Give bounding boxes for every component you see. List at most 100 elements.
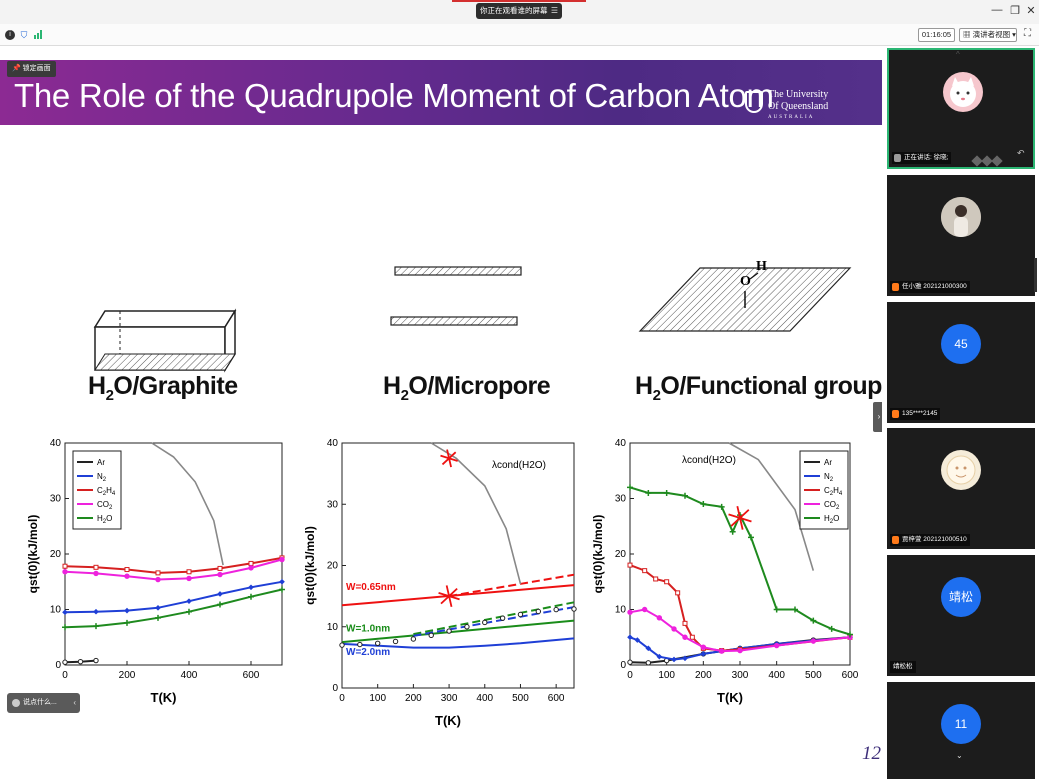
data-point (186, 598, 192, 605)
legend-label: N2 (824, 472, 834, 483)
data-point (737, 647, 743, 654)
screen-share-banner[interactable]: 你正在观看谁的屏幕 ☰ (476, 3, 562, 19)
x-tick-label: 100 (658, 670, 675, 681)
participant-name: 靖松松 (890, 661, 916, 673)
participant-tile[interactable]: 任小雅 202121000300 (887, 175, 1035, 296)
x-axis-label: T(K) (151, 690, 177, 705)
data-point (124, 573, 130, 579)
y-axis-label: qst(0)(kJ/mol) (591, 515, 605, 594)
lambda-annotation: λcond(H2O) (682, 455, 736, 466)
series-line (448, 573, 575, 598)
graphite-box-diagram (93, 308, 237, 373)
window-title-bar: 你正在观看谁的屏幕 ☰ — ❐ ✕ (0, 0, 1039, 24)
data-point (748, 534, 754, 541)
data-point (664, 579, 670, 585)
data-point (535, 608, 542, 615)
series-line (413, 601, 575, 636)
data-point (517, 611, 524, 618)
data-point (656, 653, 663, 660)
legend-label: CO2 (824, 500, 840, 511)
participant-tile[interactable]: 11 (887, 682, 1035, 779)
data-point (62, 624, 68, 631)
data-point (428, 632, 434, 639)
data-point (374, 640, 381, 646)
fullscreen-icon[interactable]: ⛶ (1024, 28, 1031, 39)
data-point (217, 591, 223, 597)
participant-tile[interactable]: 45 135****2145 (887, 302, 1035, 423)
meeting-toolbar: i ⛉ 01:16:05 ▦ 演讲者视图 ▾ ⛶ (0, 24, 1039, 46)
x-tick-label: 200 (405, 693, 422, 704)
chat-placeholder: 说点什么... (23, 699, 57, 706)
chat-input-toggle[interactable]: 说点什么... ‹ (7, 693, 80, 713)
data-point (682, 634, 688, 640)
slide-title: The Role of the Quadrupole Moment of Car… (14, 77, 774, 114)
data-point (671, 656, 677, 663)
series-line (341, 584, 575, 607)
chevron-left-icon[interactable]: ‹ (73, 698, 76, 707)
data-point (410, 636, 417, 642)
uq-crest-logo (745, 91, 763, 113)
reply-icon[interactable]: ↶ (1017, 148, 1025, 158)
data-point (155, 614, 161, 621)
uq-logo-country: AUSTRALIA (768, 115, 815, 120)
x-tick-label: 300 (441, 693, 458, 704)
speaking-indicator (971, 152, 1013, 167)
width-annotation: W=0.65nm (346, 582, 396, 593)
legend-label: CO2 (97, 500, 113, 511)
shield-icon[interactable]: ⛉ (20, 30, 28, 40)
data-point (279, 556, 285, 563)
close-button[interactable]: ✕ (1026, 5, 1036, 17)
series-line (64, 558, 283, 581)
expand-icon[interactable]: ☰ (550, 6, 558, 15)
pin-icon: 📌 (12, 65, 23, 72)
data-point (124, 607, 130, 614)
data-point (663, 489, 670, 496)
data-point (464, 624, 470, 630)
y-tick-label: 0 (55, 660, 61, 671)
x-tick-label: 600 (243, 670, 260, 681)
data-point (645, 489, 652, 496)
panel-label-functional-group: H2O/Functional group (635, 372, 882, 404)
x-axis-label: T(K) (435, 713, 461, 728)
mic-icon (892, 410, 899, 418)
data-point (124, 619, 130, 626)
data-point (186, 569, 192, 575)
data-point (93, 570, 99, 577)
data-point (627, 562, 633, 568)
share-indicator (452, 0, 586, 2)
data-point (217, 601, 223, 608)
x-tick-label: 500 (512, 693, 529, 704)
info-icon[interactable]: i (5, 30, 15, 40)
y-tick-label: 10 (615, 605, 627, 616)
scroll-up-icon[interactable]: ^ (956, 50, 960, 59)
x-tick-label: 100 (369, 693, 386, 704)
scroll-down-icon[interactable]: ⌄ (956, 751, 963, 760)
view-mode-dropdown[interactable]: ▦ 演讲者视图 ▾ (959, 28, 1017, 42)
participant-name: 135****2145 (890, 408, 941, 420)
data-point (124, 567, 130, 573)
restore-button[interactable]: ❐ (1010, 5, 1020, 17)
mic-icon (892, 536, 899, 544)
drawing-avatar (941, 450, 981, 490)
minimize-button[interactable]: — (991, 4, 1003, 16)
y-tick-label: 20 (615, 549, 627, 560)
y-tick-label: 10 (50, 605, 62, 616)
participant-tile[interactable]: 靖松 靖松松 (887, 555, 1035, 676)
data-point (279, 578, 285, 585)
participant-name: 贾梓萱 202121000510 (890, 534, 970, 546)
data-point (446, 628, 452, 634)
lock-screen-button[interactable]: 📌 锁定画面 (7, 61, 56, 77)
data-point (93, 564, 99, 570)
series-line (341, 619, 575, 644)
y-axis-label: qst(0)(kJ/mol) (303, 526, 317, 605)
panel-label-micropore: H2O/Micropore (383, 372, 551, 404)
participant-name: 正在讲话: 徐晓; (892, 152, 952, 164)
participant-tile[interactable]: 贾梓萱 202121000510 (887, 428, 1035, 549)
y-tick-label: 30 (615, 494, 627, 505)
data-point (700, 644, 707, 650)
y-tick-label: 0 (332, 683, 338, 694)
sidebar-scrollbar[interactable] (1034, 258, 1037, 292)
participant-tile[interactable]: ↶ 正在讲话: 徐晓; (887, 48, 1035, 169)
schematic-diagrams (93, 266, 852, 373)
